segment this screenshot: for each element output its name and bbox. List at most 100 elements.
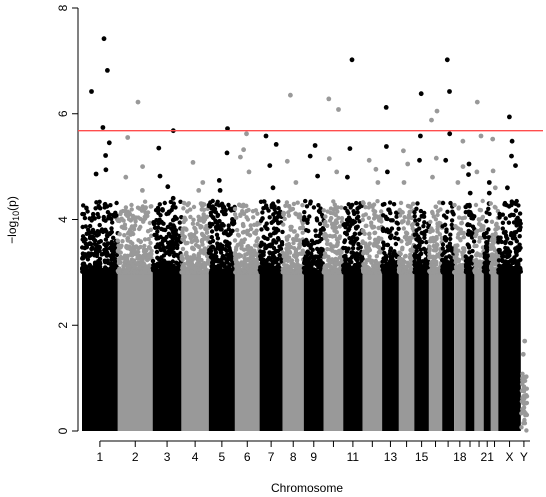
point xyxy=(367,235,372,241)
point xyxy=(387,200,393,205)
point xyxy=(253,243,258,248)
chromosome-7-points xyxy=(257,133,285,431)
point xyxy=(80,269,85,274)
point xyxy=(345,257,350,262)
chromosome-10-points xyxy=(321,96,346,431)
point xyxy=(131,251,137,256)
point xyxy=(433,217,439,222)
point xyxy=(346,246,351,251)
point xyxy=(449,222,454,228)
point xyxy=(166,260,171,265)
point xyxy=(281,251,287,257)
point xyxy=(217,218,222,224)
point xyxy=(276,206,281,211)
point xyxy=(464,269,470,275)
point xyxy=(492,204,497,210)
point xyxy=(188,262,194,267)
point xyxy=(342,230,348,236)
point xyxy=(155,225,161,230)
point xyxy=(447,244,453,249)
point xyxy=(414,206,419,211)
top-hit-point xyxy=(200,180,206,185)
dense-points-band xyxy=(474,272,484,431)
top-hit-point xyxy=(429,117,434,123)
point xyxy=(508,233,514,238)
point xyxy=(150,258,156,264)
point xyxy=(151,221,157,227)
point xyxy=(129,202,134,208)
top-hit-point xyxy=(140,164,146,170)
point xyxy=(148,227,153,232)
x-tick-label: 9 xyxy=(310,450,317,464)
point xyxy=(367,270,372,275)
point xyxy=(493,231,498,236)
point xyxy=(317,270,323,275)
point xyxy=(129,207,134,212)
point xyxy=(377,245,382,250)
point xyxy=(361,213,366,218)
point xyxy=(105,241,111,246)
top-hit-point xyxy=(486,190,492,196)
point xyxy=(242,255,247,261)
point xyxy=(420,259,425,264)
point xyxy=(521,405,527,410)
point xyxy=(518,221,523,226)
point xyxy=(517,242,522,247)
point xyxy=(458,237,463,242)
point xyxy=(489,266,494,271)
point xyxy=(271,238,276,244)
point xyxy=(399,209,404,215)
point xyxy=(337,236,342,241)
point xyxy=(290,206,296,212)
point xyxy=(267,215,272,220)
top-hit-point xyxy=(101,36,107,42)
point xyxy=(470,224,476,229)
point xyxy=(111,262,117,267)
point xyxy=(361,201,366,206)
point xyxy=(199,207,204,212)
point xyxy=(433,204,439,209)
point xyxy=(492,247,497,253)
point xyxy=(142,216,148,221)
point xyxy=(503,233,509,238)
point xyxy=(474,243,479,249)
point xyxy=(367,241,373,246)
point xyxy=(509,199,514,204)
point xyxy=(416,269,422,275)
point xyxy=(514,239,519,244)
chromosome-9-points xyxy=(301,143,326,431)
point xyxy=(397,256,402,261)
point xyxy=(319,246,324,252)
point xyxy=(183,251,188,257)
point xyxy=(287,249,292,254)
point xyxy=(448,247,453,253)
point xyxy=(187,232,192,238)
top-hit-point xyxy=(466,172,471,178)
top-hit-point xyxy=(140,188,145,193)
point xyxy=(254,222,260,227)
point xyxy=(102,202,108,207)
point xyxy=(415,222,420,227)
point xyxy=(203,249,208,254)
point xyxy=(103,227,108,232)
point xyxy=(209,235,214,240)
point xyxy=(516,203,521,208)
point xyxy=(496,237,501,242)
point xyxy=(453,224,458,229)
top-hit-point xyxy=(284,158,290,164)
point xyxy=(420,270,425,275)
point xyxy=(427,248,432,254)
point xyxy=(423,257,428,262)
point xyxy=(248,226,254,232)
point xyxy=(92,261,98,267)
point xyxy=(397,213,403,218)
point xyxy=(84,231,90,236)
point xyxy=(152,269,158,274)
point xyxy=(227,248,233,253)
point xyxy=(124,244,129,250)
point xyxy=(188,214,193,220)
point xyxy=(360,217,365,222)
point xyxy=(327,233,333,239)
point xyxy=(417,240,423,245)
point xyxy=(385,242,390,248)
